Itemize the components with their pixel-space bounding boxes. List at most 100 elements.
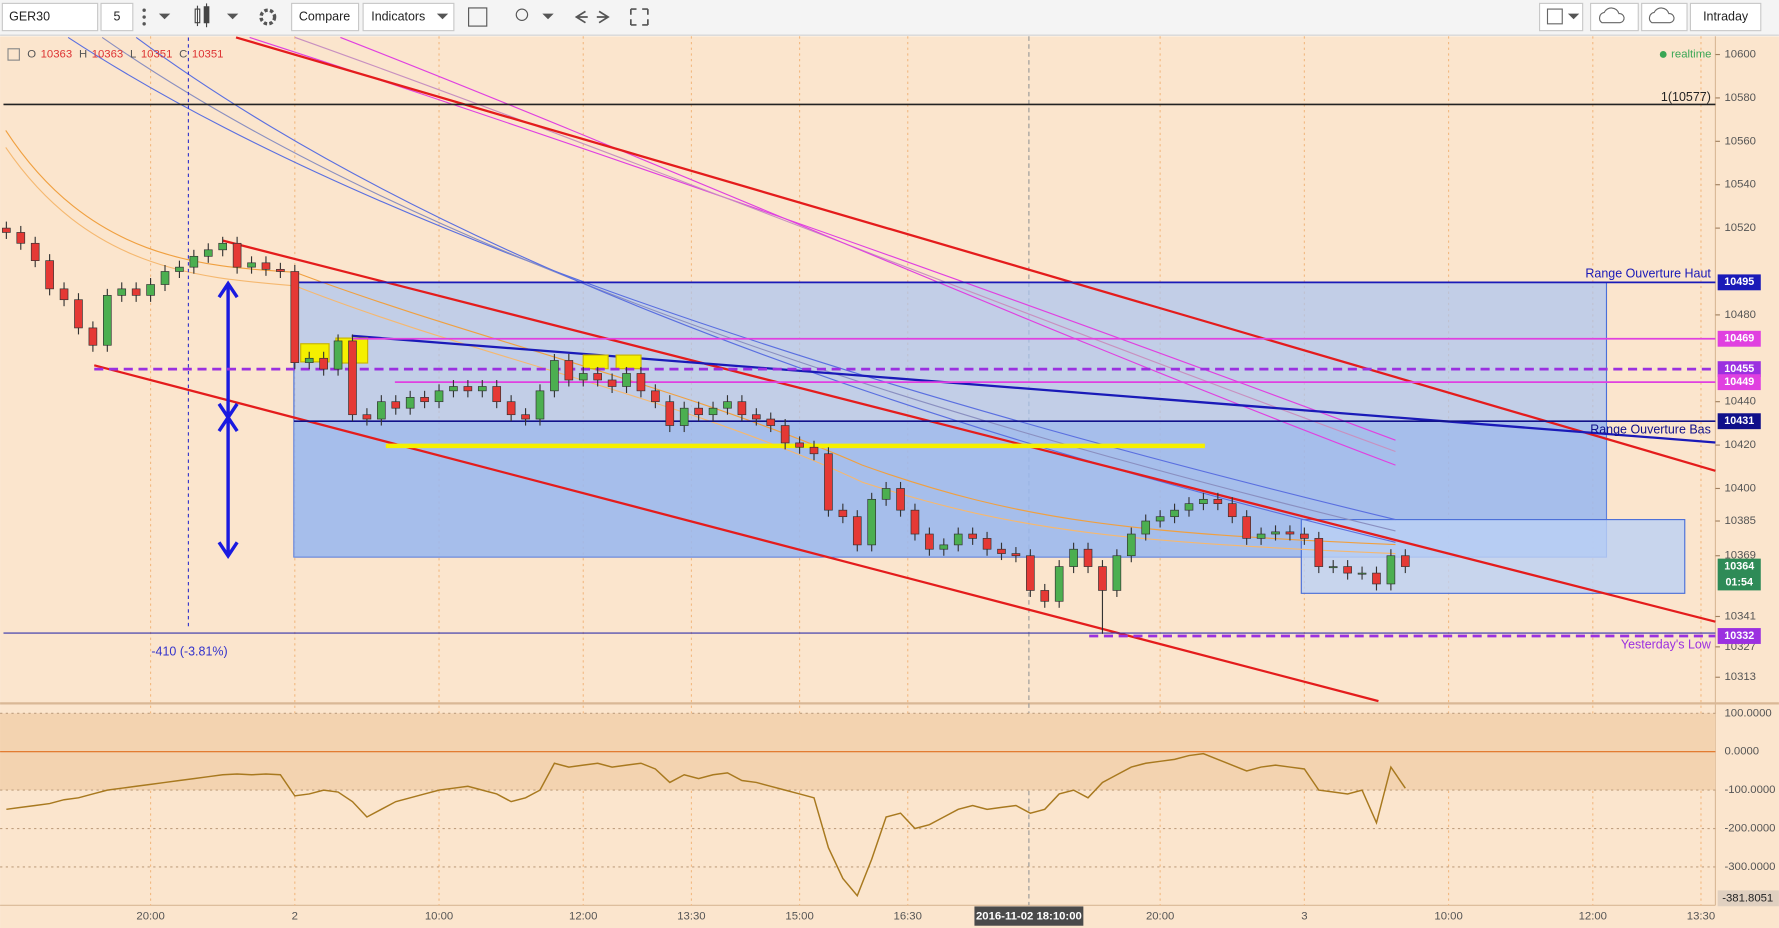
candle-body [2, 227, 11, 233]
ohlc-legend: O 10363 H 10363 L 10351 C 10351 [27, 48, 223, 60]
caret[interactable] [436, 13, 449, 20]
price-badge-label: 10431 [1724, 415, 1754, 427]
candle-body [1184, 503, 1194, 511]
y-tick-label: 10341 [1724, 610, 1756, 622]
price-badge [1717, 374, 1761, 391]
candle-body [463, 386, 473, 392]
candle-body [925, 533, 934, 550]
candle-body [247, 262, 256, 268]
save-button[interactable] [1641, 2, 1688, 32]
price-badge-label: 10495 [1724, 276, 1754, 288]
x-tick-label: 12:00 [1579, 911, 1607, 923]
candle-body [1040, 590, 1050, 602]
osc-marker: -381.8051 [1722, 892, 1773, 904]
settings-icon[interactable] [259, 8, 277, 26]
interval-button[interactable] [100, 2, 134, 32]
caret[interactable] [542, 13, 554, 20]
candle-body [1372, 572, 1381, 585]
osc-line [6, 752, 1406, 898]
idea-icon[interactable] [515, 8, 529, 21]
layout-name-button[interactable] [1689, 2, 1762, 32]
x-tick-label: 13:30 [677, 911, 705, 923]
layout-icon [1546, 8, 1563, 25]
legend-toggle[interactable] [7, 48, 20, 61]
candle-body [362, 414, 372, 420]
candle-body [333, 340, 343, 370]
y-tick-label: 10540 [1724, 179, 1756, 191]
candle-body [824, 453, 833, 511]
symbol: GER30 [9, 9, 50, 23]
legend-key: C [179, 48, 187, 60]
indicators-button[interactable] [362, 2, 455, 32]
candle-body [146, 284, 155, 296]
candle-body [88, 327, 98, 346]
candle-body [679, 407, 689, 426]
x-tick-label: 16:30 [894, 911, 922, 923]
y-tick-label: 10400 [1724, 482, 1756, 494]
countdown: 01:54 [1725, 576, 1753, 588]
candle-body [881, 488, 891, 500]
candle-body [434, 390, 444, 403]
candle-body [1026, 555, 1035, 591]
candle-body [492, 386, 502, 403]
crosshair-label: 2016-11-02 18:10:00 [976, 911, 1082, 923]
chart-type-icon[interactable] [194, 3, 210, 28]
level-label: Yesterday's Low [1621, 637, 1712, 651]
level-label: 1(10577) [1661, 90, 1711, 104]
candle-body [795, 442, 804, 448]
y-tick-label: 10440 [1724, 396, 1756, 408]
candle-body [203, 249, 213, 257]
status-dot [1659, 51, 1667, 58]
load-button[interactable] [1590, 2, 1639, 32]
caret[interactable] [158, 13, 171, 20]
price-badge [1717, 330, 1761, 347]
candle-body [477, 386, 487, 392]
candle-body [651, 390, 660, 403]
candle-body [218, 242, 228, 251]
candle-body [1357, 572, 1367, 575]
menu-dots[interactable] [142, 8, 146, 26]
symbol-input[interactable] [1, 2, 99, 32]
candle-body [74, 299, 83, 329]
candle-body [535, 390, 545, 420]
osc-tick-label: 0.0000 [1724, 746, 1759, 758]
candle-body [45, 260, 54, 290]
candle-body [910, 509, 920, 535]
osc-marker-bg [1717, 890, 1779, 907]
candle-body [304, 357, 314, 363]
price-badge-label: 10455 [1724, 363, 1754, 375]
candle-body [953, 533, 963, 546]
status: realtime [1671, 48, 1711, 60]
fullscreen-icon[interactable] [629, 8, 649, 26]
redo-icon[interactable] [596, 10, 610, 24]
undo-icon[interactable] [574, 10, 588, 24]
level-label: Range Ouverture Haut [1585, 267, 1711, 281]
legend-key: O [27, 48, 36, 60]
caret[interactable] [226, 13, 239, 20]
candle-body [766, 418, 776, 426]
x-tick-label: 20:00 [136, 911, 164, 923]
compare-button[interactable] [291, 2, 360, 32]
candle-body [521, 414, 530, 420]
candle-body [1054, 566, 1064, 602]
x-tick-label: 10:00 [425, 911, 453, 923]
legend-key: H [79, 48, 87, 60]
candle-body [564, 360, 574, 381]
candle-body [578, 373, 588, 381]
candle-body [405, 397, 415, 409]
compare-label: Compare [299, 9, 350, 23]
candle-body [723, 401, 732, 409]
candle-body [232, 242, 242, 268]
price-badge [1717, 413, 1761, 430]
alert-icon[interactable] [468, 7, 488, 27]
candle-body [752, 414, 761, 420]
candle-body [348, 340, 357, 416]
candle-body [708, 407, 718, 416]
interval: 5 [113, 9, 120, 23]
cloud-icon [1648, 7, 1675, 24]
legend-value: 10363 [92, 48, 124, 60]
legend-value: 10351 [141, 48, 173, 60]
candle-body [968, 533, 977, 539]
candle-body [982, 538, 992, 550]
legend-value: 10351 [192, 48, 224, 60]
